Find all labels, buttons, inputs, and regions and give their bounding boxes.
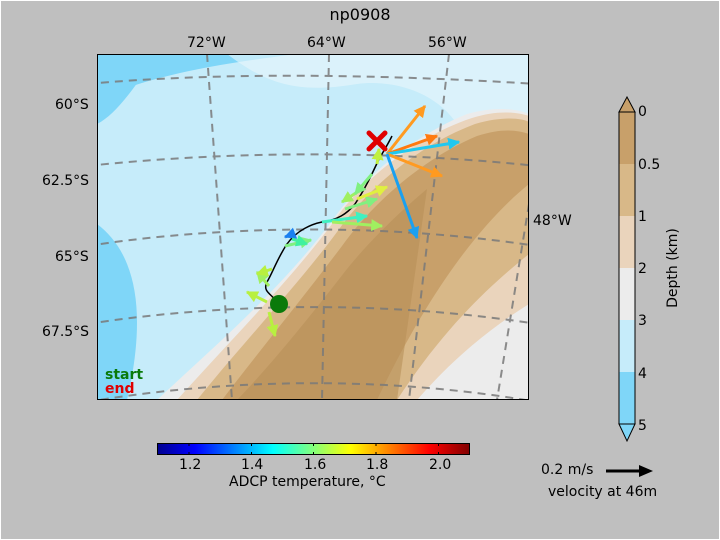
temperature-colorbar-label: ADCP temperature, °C <box>229 474 386 490</box>
temp-tick: 1.4 <box>241 457 264 473</box>
depth-tick: 2 <box>638 261 647 277</box>
lon-label-72w: 72°W <box>187 35 226 51</box>
shallow-shelf-n <box>227 54 529 124</box>
depth-tick: 5 <box>638 418 647 434</box>
velocity-reference-speed: 0.2 m/s <box>541 462 594 478</box>
velocity-arrow <box>385 153 420 240</box>
ocean-deep-nw <box>97 54 157 124</box>
depth-tick: 0 <box>638 104 647 120</box>
velocity-arrow <box>291 234 309 247</box>
temperature-colorbar <box>157 443 470 455</box>
depth-tick: 3 <box>638 313 647 329</box>
velocity-arrow <box>283 227 298 239</box>
velocity-arrow <box>255 264 273 277</box>
graticule <box>97 54 529 400</box>
velocity-arrow <box>385 105 427 155</box>
lon-label-56w: 56°W <box>428 35 467 51</box>
velocity-arrow <box>353 173 374 195</box>
depth-colorbar <box>618 96 636 443</box>
depth-tick: 4 <box>638 366 647 382</box>
lon-label-64w: 64°W <box>307 35 346 51</box>
start-marker <box>270 295 288 313</box>
legend-start: start <box>105 367 144 383</box>
temp-tick: 1.6 <box>304 457 327 473</box>
legend-end: end <box>105 381 135 397</box>
lat-label-60s: 60°S <box>55 97 89 113</box>
velocity-arrows <box>245 105 461 338</box>
velocity-arrow <box>321 211 369 224</box>
velocity-arrow <box>356 185 389 201</box>
lat-label-65s: 65°S <box>55 249 89 265</box>
map-border <box>97 54 529 400</box>
ocean-deep-sw <box>97 224 137 400</box>
velocity-arrow <box>371 147 384 165</box>
velocity-reference-arrow <box>606 465 653 477</box>
lat-label-62-5s: 62.5°S <box>42 173 90 189</box>
depth-tick: 1 <box>638 209 647 225</box>
peninsula-shelf <box>237 189 427 400</box>
depth-tick: 0.5 <box>638 157 661 173</box>
velocity-arrow <box>386 134 439 156</box>
velocity-arrow <box>331 219 384 232</box>
velocity-arrow <box>245 290 268 304</box>
depth-colorbar-label: Depth (km) <box>665 228 681 308</box>
temp-tick: 1.2 <box>179 457 202 473</box>
velocity-arrow <box>344 196 379 211</box>
temp-tick: 2.0 <box>429 457 452 473</box>
temp-tick: 1.8 <box>366 457 389 473</box>
bathymetry-map <box>97 54 529 400</box>
velocity-arrow <box>266 311 279 338</box>
lon-label-48w: 48°W <box>533 213 572 229</box>
lat-label-67-5s: 67.5°S <box>42 324 90 340</box>
velocity-arrow <box>386 152 444 178</box>
velocity-arrow <box>386 137 461 156</box>
velocity-reference-depth: velocity at 46m <box>548 484 658 500</box>
figure-title: np0908 <box>329 5 391 24</box>
end-marker <box>366 130 388 152</box>
